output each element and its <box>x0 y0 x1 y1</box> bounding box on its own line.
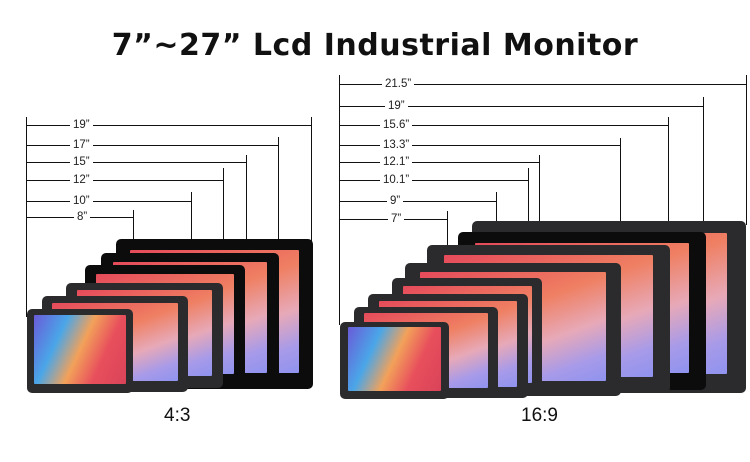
dim-tick-15 <box>246 155 247 258</box>
monitor-screen <box>347 327 442 391</box>
size-label-13-3: 13.3” <box>380 139 413 152</box>
size-label-8: 8” <box>74 211 91 224</box>
monitor-7-16-9 <box>340 322 449 399</box>
dim-tick-15-6 <box>668 117 669 317</box>
dim-line-19 <box>26 125 311 126</box>
monitor-8-4-3 <box>27 309 133 393</box>
dim-line-9 <box>339 201 496 202</box>
size-label-19-w: 19” <box>385 100 408 113</box>
size-label-19: 19” <box>70 119 93 132</box>
ratio-label-16-9: 16:9 <box>521 405 558 426</box>
dim-line-21-5 <box>339 84 746 85</box>
dim-tick-21-5 <box>746 75 747 225</box>
ruler-vertical-16-9 <box>339 75 340 325</box>
dim-line-13-3 <box>339 145 620 146</box>
size-label-12: 12” <box>70 174 93 187</box>
dim-tick-19-w <box>703 97 704 317</box>
dim-line-12-1 <box>339 162 539 163</box>
dim-line-12 <box>26 180 223 181</box>
size-label-21-5: 21.5” <box>382 78 415 91</box>
size-label-10: 10” <box>70 195 93 208</box>
page-title: 7”~27” Lcd Industrial Monitor <box>111 28 639 63</box>
size-label-7: 7” <box>388 213 405 226</box>
size-label-17: 17” <box>70 139 93 152</box>
dim-line-15-6 <box>339 125 668 126</box>
dim-tick-12 <box>223 168 224 268</box>
monitor-screen <box>34 314 126 384</box>
size-label-15: 15” <box>70 156 93 169</box>
dim-line-10 <box>26 201 191 202</box>
dim-line-19-w <box>339 106 703 107</box>
size-label-15-6: 15.6” <box>380 119 413 132</box>
size-label-12-1: 12.1” <box>380 156 413 169</box>
dim-line-10-1 <box>339 180 528 181</box>
size-label-9: 9” <box>387 195 404 208</box>
dim-line-15 <box>26 162 246 163</box>
dim-line-17 <box>26 145 278 146</box>
size-label-10-1: 10.1” <box>380 174 413 187</box>
dim-tick-17 <box>278 137 279 252</box>
ratio-label-4-3: 4:3 <box>164 405 191 426</box>
